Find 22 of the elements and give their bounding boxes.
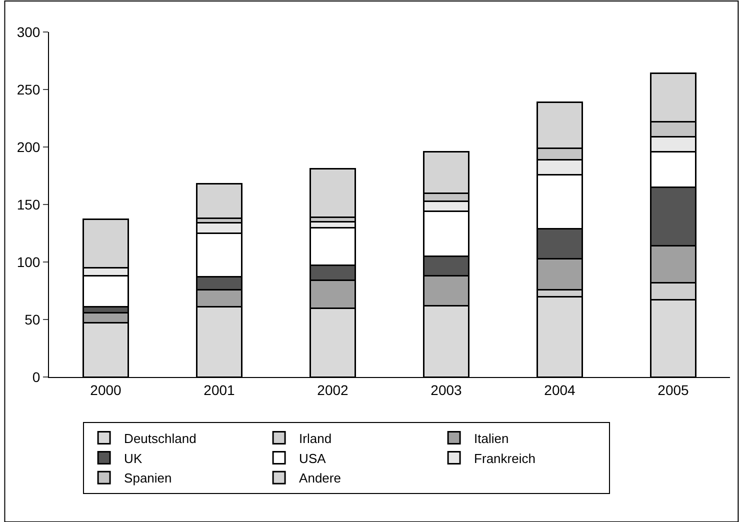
- x-tick-label: 2003: [430, 382, 462, 398]
- y-tick-label: 200: [16, 138, 40, 155]
- y-tick-label: 300: [16, 24, 40, 40]
- legend-label: Spanien: [124, 470, 172, 486]
- x-tick-label: 2001: [204, 382, 236, 398]
- y-tick-label: 150: [16, 196, 40, 212]
- x-tick-label: 2005: [658, 382, 690, 398]
- x-tick-label: 2002: [317, 382, 349, 398]
- legend-label: Frankreich: [474, 450, 536, 466]
- y-tick-label: 250: [16, 81, 40, 98]
- y-tick-label: 100: [16, 254, 40, 270]
- y-tick-label: 50: [24, 311, 40, 328]
- y-tick-label: 0: [32, 368, 40, 385]
- legend-label: UK: [124, 450, 142, 466]
- legend-label: Irland: [299, 430, 332, 446]
- x-tick-label: 2000: [90, 382, 122, 398]
- legend-label: Andere: [299, 470, 341, 486]
- x-tick-label: 2004: [544, 382, 576, 398]
- legend-label: USA: [299, 450, 326, 466]
- bar: [196, 183, 243, 220]
- legend-label: Italien: [474, 430, 509, 446]
- legend-label: Deutschland: [124, 430, 196, 446]
